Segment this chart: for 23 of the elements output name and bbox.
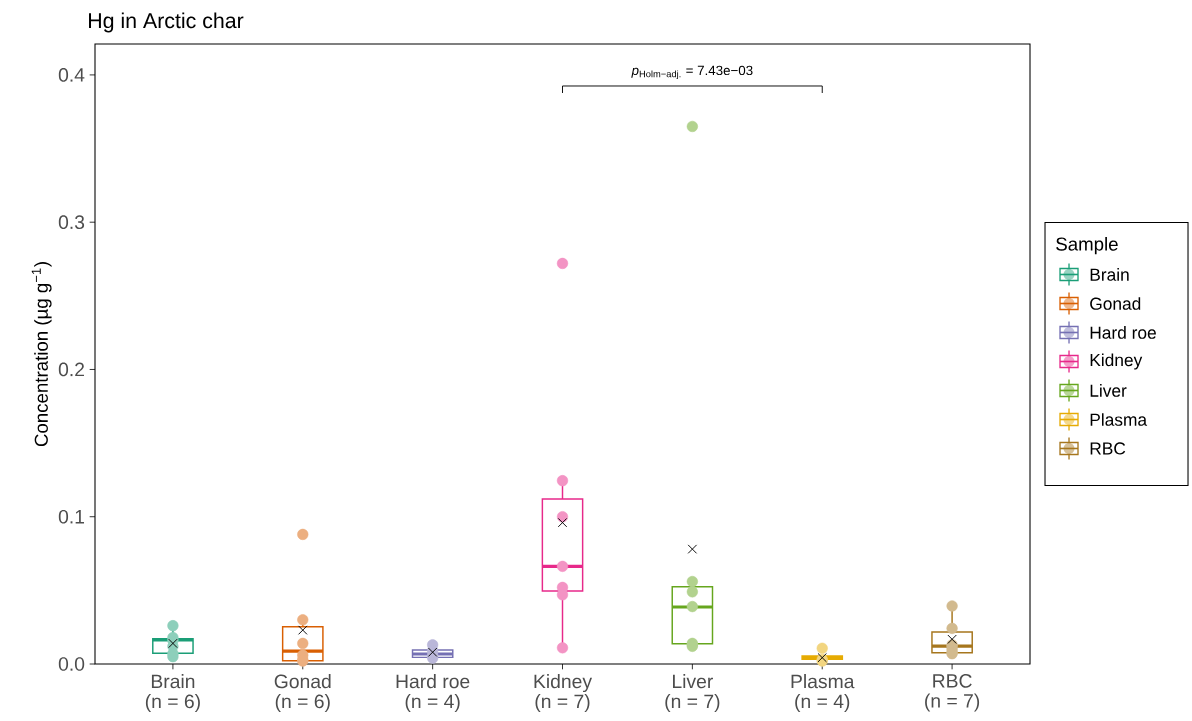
legend-label: Plasma [1090, 413, 1148, 426]
chart-title: Hg in Arctic char [89, 12, 244, 33]
x-tick-label: Plasma (n = 4) [791, 674, 855, 713]
y-tick-label: 0.4 [58, 68, 85, 82]
x-tick-label: Gonad (n = 6) [274, 674, 331, 713]
legend-label: Hard roe [1090, 326, 1156, 339]
x-tick-label: Hard roe (n = 4) [396, 674, 470, 713]
legend-label: RBC [1090, 442, 1126, 455]
x-tick-label: RBC (n = 7) [925, 674, 980, 712]
y-tick-label: 0.3 [58, 215, 85, 230]
x-tick-label: Brain (n = 6) [145, 674, 200, 713]
legend-label: Kidney [1090, 353, 1143, 370]
legend-label: Gonad [1090, 297, 1141, 310]
legend-title: Sample [1056, 236, 1118, 255]
x-tick-label: Liver (n = 7) [665, 674, 720, 713]
y-axis-title: Concentration (µg g$^{−1}$) [31, 262, 52, 447]
y-tick-label: 0.2 [58, 362, 84, 377]
annotation: p$_{Holm−adj.}$ = 7.43e−03 [631, 65, 753, 80]
legend-label: Brain [1090, 268, 1129, 281]
x-tick-label: Kidney (n = 7) [534, 674, 593, 713]
y-tick-label: 0.0 [58, 657, 85, 671]
legend-label: Liver [1090, 384, 1127, 397]
y-tick-label: 0.1 [58, 509, 85, 524]
